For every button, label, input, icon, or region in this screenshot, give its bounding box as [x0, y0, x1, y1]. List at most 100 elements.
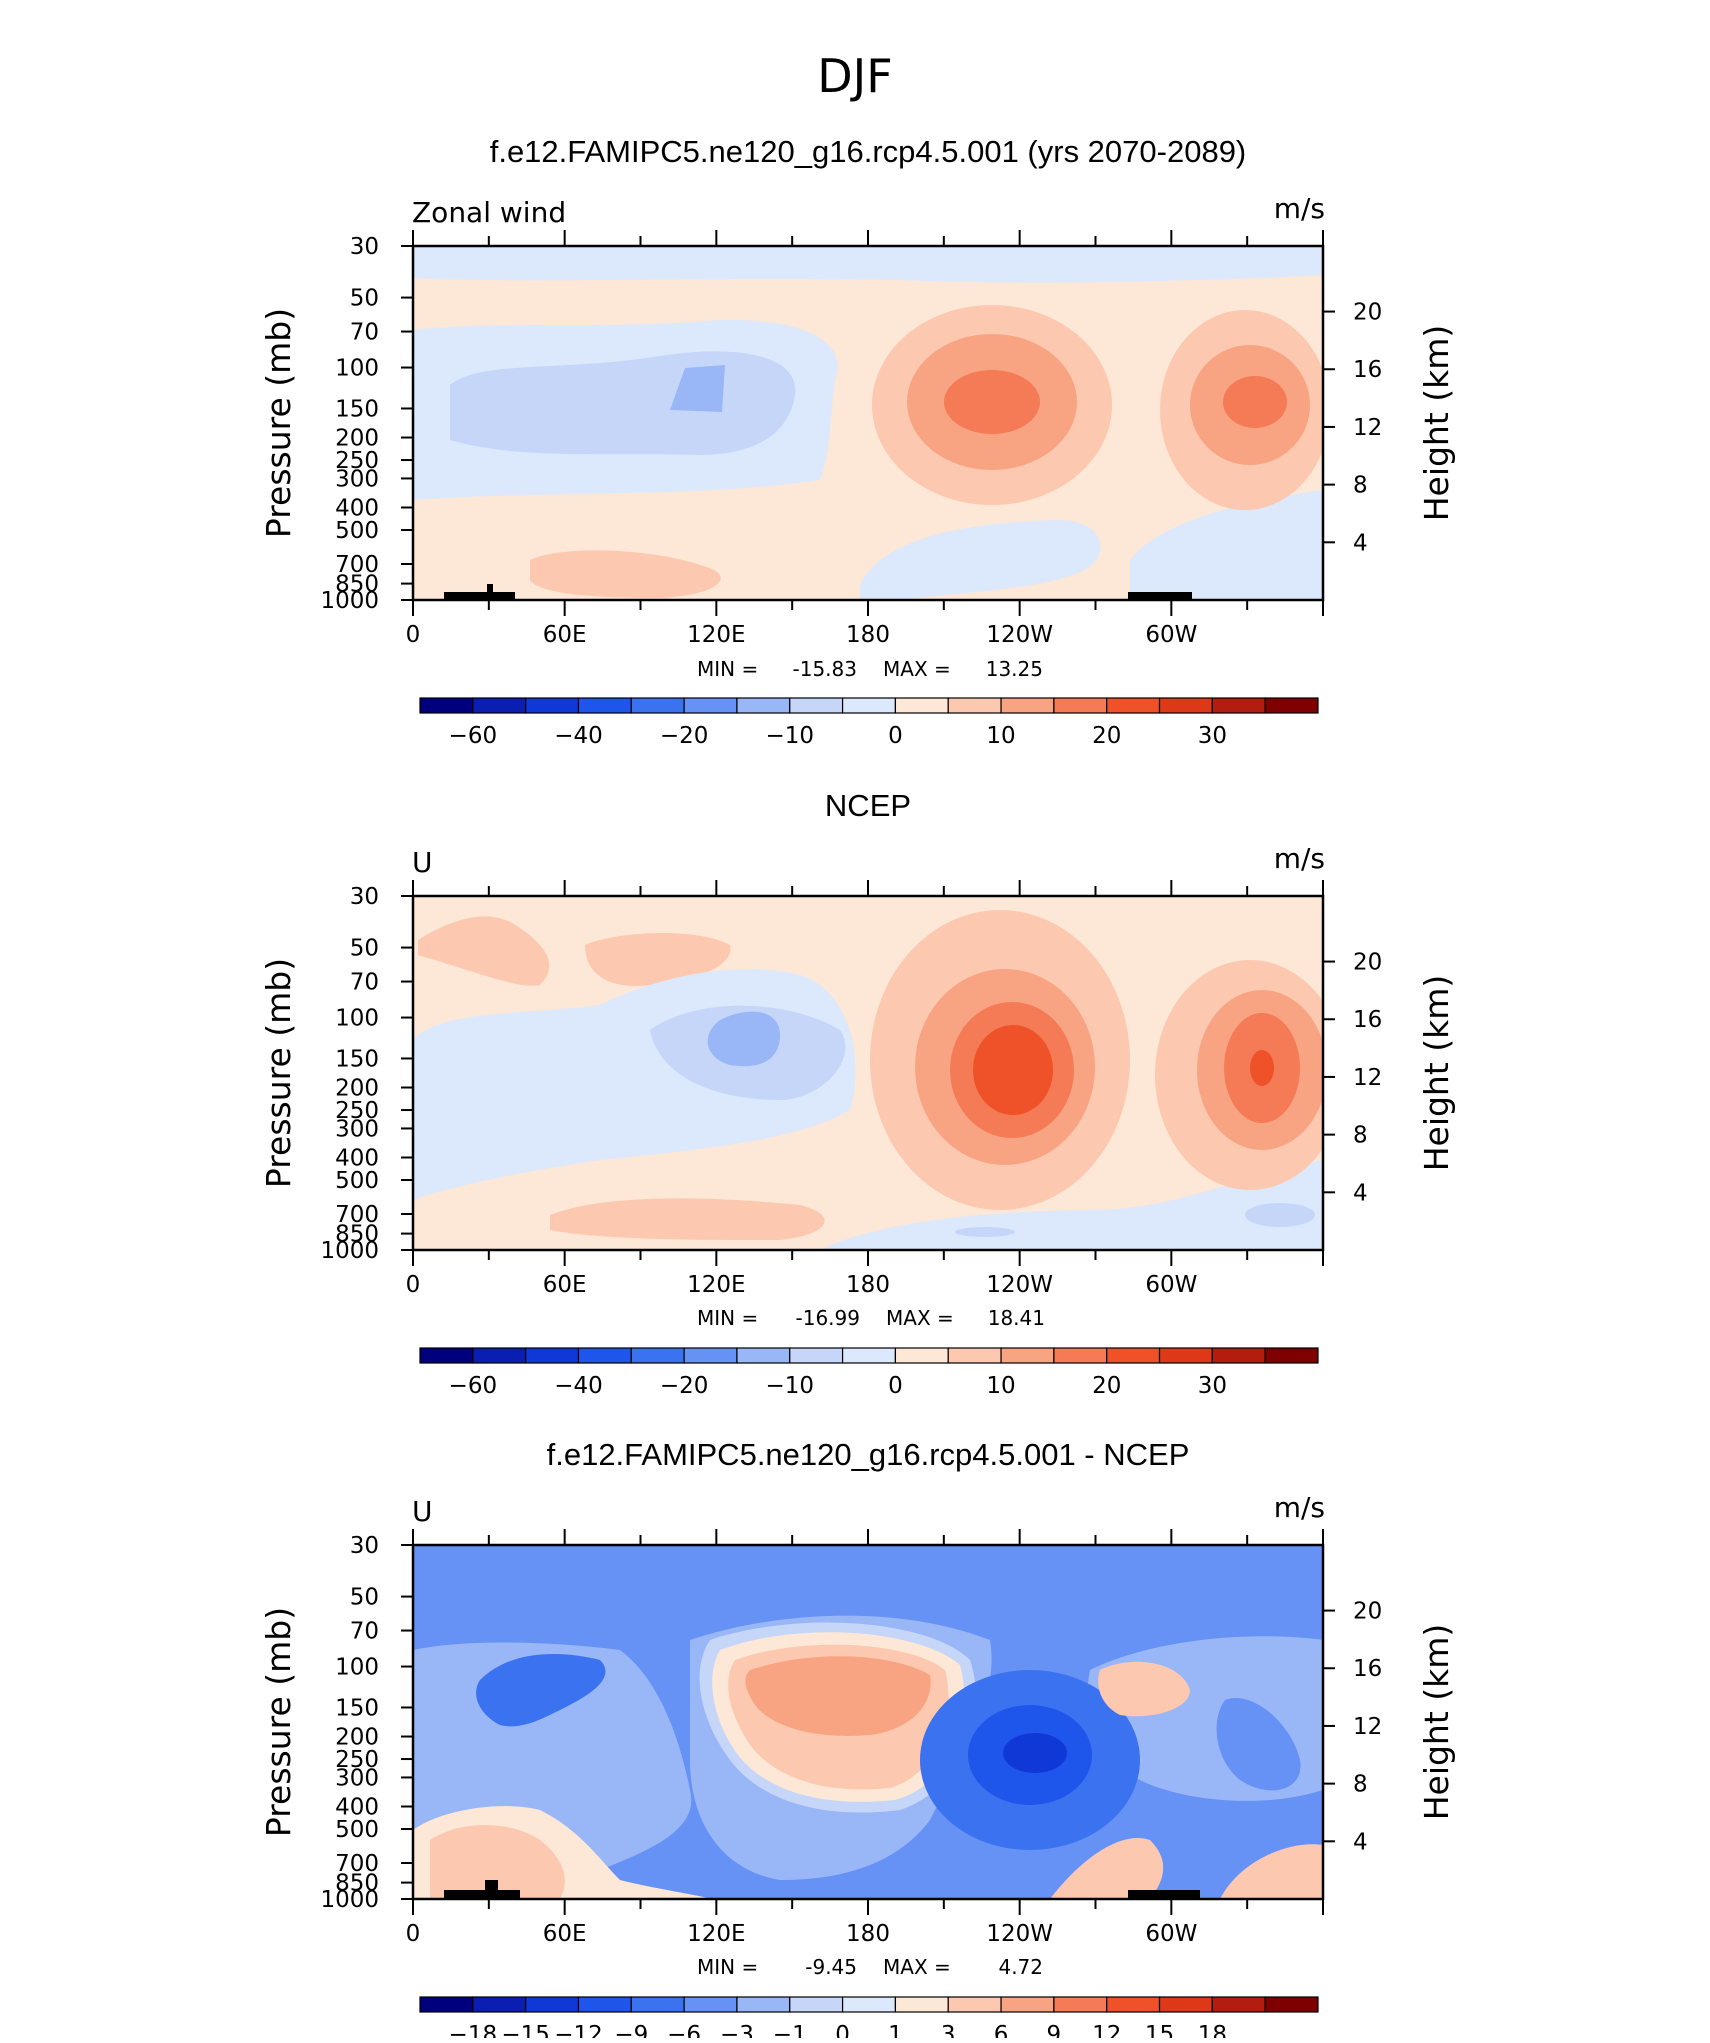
panel-model: f.e12.FAMIPC5.ne120_g16.rcp4.5.001 (yrs … [259, 134, 1456, 749]
topography [444, 1880, 1200, 1899]
y-axis-label: Pressure (mb) [259, 1607, 298, 1837]
panel-difference: f.e12.FAMIPC5.ne120_g16.rcp4.5.001 - NCE… [259, 1437, 1456, 2043]
contour-negative-60e-a [476, 1654, 606, 1727]
min-label: MIN = [697, 1306, 758, 1330]
y-right-tick-label: 16 [1353, 1656, 1382, 1682]
colorbar-swatch [630, 1996, 685, 2013]
contour-upper-positive-east [1098, 1661, 1190, 1717]
colorbar-label: −3 [720, 2022, 754, 2038]
y-right-tick-label: 4 [1353, 1180, 1368, 1206]
min-label: MIN = [697, 657, 758, 681]
x-tick-label: 120E [687, 1921, 745, 1947]
units-label: m/s [1274, 192, 1325, 225]
contour-strat-westerly-b [585, 932, 731, 986]
colorbar-swatch [472, 1347, 527, 1364]
colorbar-swatch [789, 697, 844, 714]
x-tick-label: 120E [687, 622, 745, 648]
colorbar-swatch [736, 1347, 791, 1364]
colorbar-label: −10 [765, 723, 814, 749]
colorbar-swatch [1000, 1347, 1055, 1364]
contour-atlantic-surface-easterly [1130, 490, 1323, 600]
y-right-tick-label: 12 [1353, 415, 1382, 441]
max-value: 18.41 [988, 1306, 1045, 1330]
y-tick-label: 100 [335, 1655, 379, 1681]
x-tick-label: 60W [1145, 622, 1197, 648]
colorbar-swatch [894, 1347, 949, 1364]
colorbar-label: 30 [1198, 1373, 1227, 1399]
y-tick-label: 300 [335, 1765, 379, 1791]
x-tick-label: 60W [1145, 1921, 1197, 1947]
x-tick-label: 60E [543, 622, 587, 648]
colorbar-swatch [841, 1996, 897, 2013]
y-tick-label: 400 [335, 1794, 379, 1820]
y-right-tick-label: 16 [1353, 357, 1382, 383]
y-right-tick-label: 16 [1353, 1007, 1382, 1033]
y-right-tick-label: 8 [1353, 1123, 1368, 1149]
x-tick-label: 120W [986, 1921, 1053, 1947]
y-tick-label: 70 [350, 320, 379, 346]
y-tick-label: 30 [350, 234, 379, 260]
colorbar-swatch [1211, 1996, 1266, 2013]
colorbar-label: −12 [554, 2022, 603, 2038]
y-tick-label: 50 [350, 936, 379, 962]
y-tick-label: 1000 [320, 1887, 379, 1913]
contour-surface-easterly-small [955, 1227, 1015, 1237]
y-axis-label: Pressure (mb) [259, 958, 298, 1188]
colorbar-swatch [841, 1347, 897, 1364]
main-title: DJF [817, 49, 892, 103]
colorbar-swatch [577, 1347, 632, 1364]
contour-pacific-surface-easterly [860, 520, 1101, 600]
colorbar-swatch [736, 697, 791, 714]
y-right-tick-label: 20 [1353, 1599, 1382, 1625]
colorbar-label: 0 [888, 1373, 903, 1399]
y-tick-label: 150 [335, 396, 379, 422]
contour-surface-easterly-core [1245, 1203, 1315, 1227]
contour-field [413, 896, 1323, 1250]
contour-lowlevel-positive-west-core [430, 1825, 565, 1899]
y-tick-label: 100 [335, 1006, 379, 1032]
contour-negative-120w-core [1003, 1733, 1067, 1773]
x-tick-label: 180 [846, 1272, 890, 1298]
y-tick-label: 300 [335, 1116, 379, 1142]
max-label: MAX = [883, 657, 951, 681]
colorbar-swatch [1158, 1347, 1213, 1364]
colorbar-swatch [419, 1347, 474, 1364]
colorbar-swatch [472, 1996, 527, 2013]
y-tick-label: 400 [335, 495, 379, 521]
colorbar-swatch [1158, 1996, 1213, 2013]
colorbar-swatch [1211, 697, 1266, 714]
colorbar: −18 −15 −12 −9 −6 −3 −1 0 1 3 6 9 12 15 18 [419, 1996, 1319, 2043]
panel-title: f.e12.FAMIPC5.ne120_g16.rcp4.5.001 - NCE… [547, 1437, 1190, 1472]
y-tick-label: 30 [350, 1533, 379, 1559]
x-tick-label: 0 [406, 1921, 421, 1947]
colorbar-label: −15 [501, 2022, 550, 2038]
y-tick-label: 100 [335, 356, 379, 382]
y-right-tick-label: 20 [1353, 950, 1382, 976]
y-tick-label: 1000 [320, 1238, 379, 1264]
max-label: MAX = [886, 1306, 954, 1330]
colorbar-label: 1 [888, 2022, 903, 2038]
contour-surface-easterly-band [820, 1160, 1323, 1250]
y-right-tick-label: 20 [1353, 300, 1382, 326]
contour-positive-core [745, 1656, 931, 1736]
y-tick-label: 500 [335, 518, 379, 544]
colorbar-label: 9 [1047, 2022, 1062, 2038]
colorbar: −60 −40 −20 −10 0 10 20 30 [419, 697, 1319, 749]
colorbar-swatch [1264, 1996, 1319, 2013]
colorbar-label: 0 [835, 2022, 850, 2038]
min-label: MIN = [697, 1955, 758, 1979]
colorbar: −60 −40 −20 −10 0 10 20 30 [419, 1347, 1319, 1399]
x-tick-label: 60E [543, 1272, 587, 1298]
colorbar-swatch [947, 1347, 1002, 1364]
y-right-tick-label: 4 [1353, 1829, 1368, 1855]
colorbar-label: 0 [888, 723, 903, 749]
colorbar-swatch [525, 1347, 580, 1364]
y-tick-label: 500 [335, 1817, 379, 1843]
colorbar-swatch [577, 1996, 632, 2013]
y-right-axis-label: Height (km) [1417, 975, 1456, 1172]
colorbar-swatch [789, 1347, 844, 1364]
y-tick-label: 50 [350, 1585, 379, 1611]
contour-atlantic-jet-30 [1250, 1050, 1274, 1086]
contour-lowlevel-westerly [550, 1198, 825, 1240]
